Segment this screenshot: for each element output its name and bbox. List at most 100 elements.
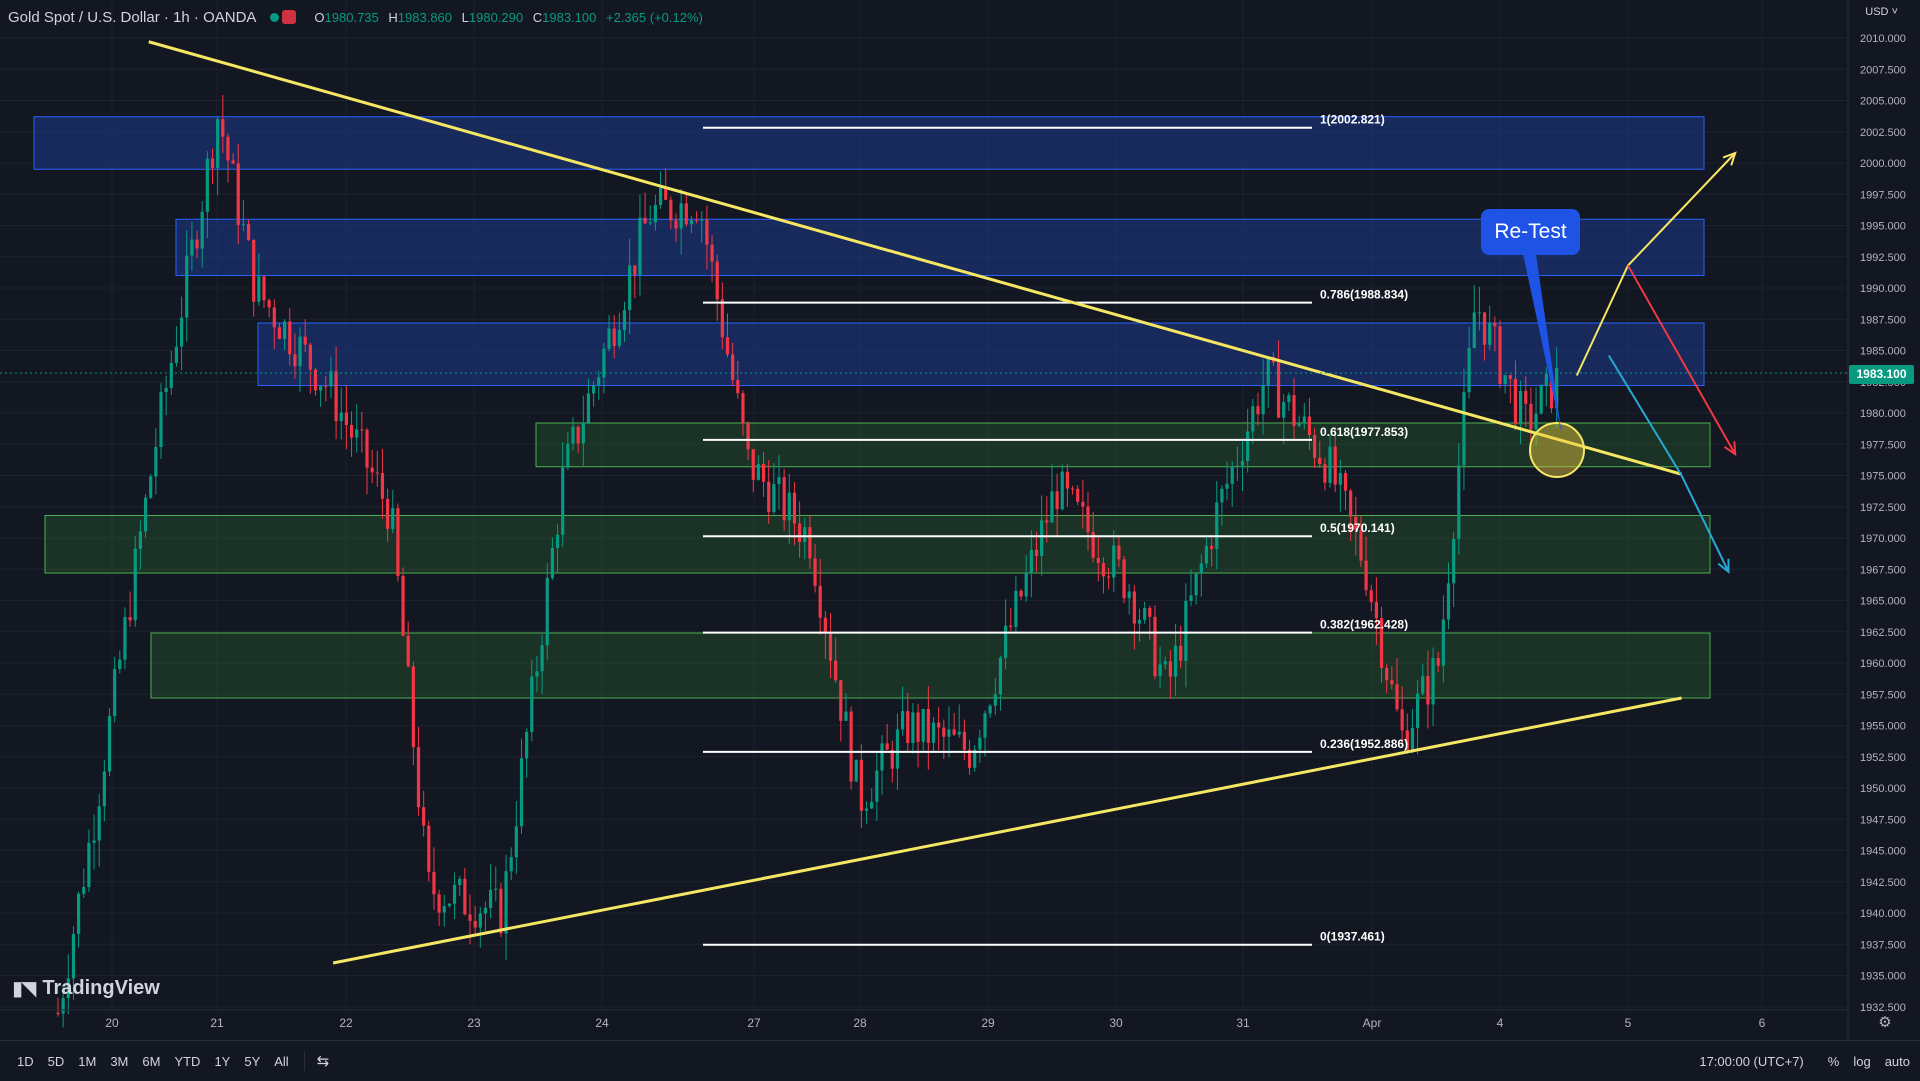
candle-body bbox=[782, 477, 786, 521]
candle-body bbox=[324, 386, 328, 388]
candle-body bbox=[967, 749, 972, 768]
candle-body bbox=[1184, 600, 1188, 661]
candle-body bbox=[113, 669, 117, 717]
candle-body bbox=[468, 914, 472, 921]
candle-body bbox=[143, 497, 148, 532]
candle-body bbox=[391, 508, 395, 529]
candle-body bbox=[319, 386, 323, 391]
time-tick-label: 4 bbox=[1497, 1016, 1504, 1030]
candle-body bbox=[1513, 378, 1518, 425]
open-value: 1980.735 bbox=[324, 9, 379, 25]
candle-body bbox=[216, 119, 220, 168]
scenario-arrows bbox=[1575, 151, 1737, 574]
price-tick-label: 1987.500 bbox=[1860, 314, 1906, 326]
candle-body bbox=[901, 711, 905, 730]
price-tick-label: 1972.500 bbox=[1860, 502, 1906, 514]
date-range-icon[interactable]: ⇆ bbox=[316, 1053, 330, 1070]
candle-body bbox=[180, 317, 184, 347]
candle-body bbox=[1107, 576, 1111, 578]
settings-icon[interactable]: ⚙ bbox=[1878, 1014, 1891, 1031]
candle-body bbox=[978, 737, 982, 750]
candle-body bbox=[885, 743, 889, 750]
candle-body bbox=[1101, 562, 1106, 577]
candle-body bbox=[97, 806, 101, 841]
candle-body bbox=[1055, 491, 1059, 510]
candle-body bbox=[1482, 312, 1487, 345]
candle-body bbox=[1467, 348, 1471, 393]
candle-body bbox=[432, 871, 436, 895]
candle-body bbox=[828, 632, 833, 661]
candle-body bbox=[1307, 416, 1312, 436]
candle-body bbox=[386, 498, 390, 529]
candle-body bbox=[277, 327, 282, 339]
auto-toggle[interactable]: auto bbox=[1884, 1053, 1910, 1069]
candle-body bbox=[628, 265, 632, 311]
candle-body bbox=[643, 217, 647, 224]
percent-toggle[interactable]: % bbox=[1827, 1053, 1840, 1069]
candle-body bbox=[1318, 457, 1322, 465]
candle-body bbox=[56, 1013, 60, 1014]
candle-body bbox=[1261, 385, 1265, 415]
candle-body bbox=[1019, 590, 1023, 597]
price-tick-label: 1935.000 bbox=[1860, 971, 1906, 983]
tradingview-brand[interactable]: ▮◥ TradingView bbox=[12, 976, 160, 1001]
zone-resistance bbox=[175, 218, 1705, 276]
log-toggle[interactable]: log bbox=[1853, 1053, 1871, 1069]
time-tick-label: 29 bbox=[981, 1016, 995, 1030]
candle-body bbox=[895, 729, 900, 769]
candle-body bbox=[246, 224, 251, 240]
time-tick-label: Apr bbox=[1363, 1016, 1382, 1030]
scenario-arrow-head bbox=[1722, 151, 1737, 166]
candle-body bbox=[1555, 367, 1559, 409]
candle-body bbox=[653, 205, 657, 223]
candle-body bbox=[648, 222, 652, 224]
scenario-arrow-path bbox=[1607, 354, 1730, 573]
range-button-1d[interactable]: 1D bbox=[17, 1053, 34, 1069]
candle-body bbox=[689, 220, 694, 225]
range-button-3m[interactable]: 3M bbox=[110, 1053, 129, 1069]
candle-body bbox=[576, 426, 580, 444]
candle-body bbox=[442, 906, 446, 913]
fib-level-label: 0.5(1970.141) bbox=[1320, 521, 1395, 535]
candle-body bbox=[349, 425, 354, 438]
zone-resistance bbox=[33, 116, 1705, 170]
range-button-1m[interactable]: 1M bbox=[78, 1053, 97, 1069]
candle-body bbox=[705, 219, 709, 245]
fib-level-label: 0.382(1962.428) bbox=[1320, 618, 1408, 632]
candle-body bbox=[1539, 385, 1543, 414]
candle-body bbox=[422, 807, 426, 826]
candle-body bbox=[1179, 645, 1183, 661]
timezone-label[interactable]: 17:00:00 (UTC+7) bbox=[1699, 1053, 1804, 1069]
candle-body bbox=[1163, 661, 1167, 665]
range-button-all[interactable]: All bbox=[274, 1053, 289, 1069]
candle-body bbox=[509, 857, 513, 872]
candle-body bbox=[1338, 473, 1342, 485]
range-button-ytd[interactable]: YTD bbox=[174, 1053, 201, 1069]
candle-body bbox=[1519, 390, 1523, 425]
candle-body bbox=[1240, 460, 1245, 466]
candle-body bbox=[375, 472, 379, 474]
currency-selector[interactable]: USD ˅ bbox=[1865, 6, 1898, 18]
fib-level-label: 0.618(1977.853) bbox=[1320, 425, 1408, 439]
candle-body bbox=[267, 300, 271, 308]
candle-body bbox=[77, 893, 81, 934]
market-status-badge[interactable] bbox=[270, 10, 297, 24]
candle-body bbox=[360, 429, 364, 431]
candle-body bbox=[540, 645, 544, 672]
candle-body bbox=[92, 840, 96, 843]
candle-body bbox=[1508, 375, 1512, 379]
candle-body bbox=[952, 729, 956, 735]
candle-body bbox=[1086, 506, 1090, 533]
range-button-5y[interactable]: 5Y bbox=[244, 1053, 261, 1069]
range-button-6m[interactable]: 6M bbox=[142, 1053, 161, 1069]
candle-body bbox=[169, 362, 173, 388]
price-tick-label: 2002.500 bbox=[1860, 127, 1906, 139]
candle-body bbox=[355, 429, 359, 438]
candle-body bbox=[164, 387, 168, 393]
candle-body bbox=[571, 426, 575, 444]
scenario-arrow-head bbox=[1723, 441, 1737, 457]
range-button-1y[interactable]: 1Y bbox=[214, 1053, 231, 1069]
candle-body bbox=[921, 708, 925, 742]
range-button-5d[interactable]: 5D bbox=[47, 1053, 65, 1069]
